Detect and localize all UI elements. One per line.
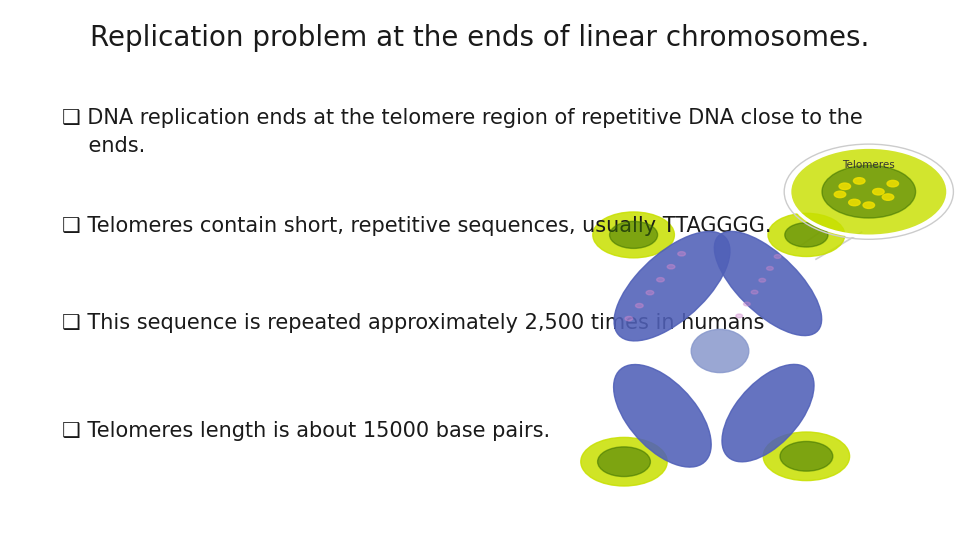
Ellipse shape bbox=[853, 178, 865, 184]
Text: ❑ Telomeres contain short, repetitive sequences, usually TTAGGGG.: ❑ Telomeres contain short, repetitive se… bbox=[62, 216, 772, 236]
Ellipse shape bbox=[722, 364, 814, 462]
Ellipse shape bbox=[752, 291, 758, 294]
Ellipse shape bbox=[882, 194, 894, 200]
Ellipse shape bbox=[887, 180, 899, 187]
Ellipse shape bbox=[610, 221, 658, 248]
Ellipse shape bbox=[774, 255, 781, 258]
Ellipse shape bbox=[763, 432, 850, 481]
Ellipse shape bbox=[714, 232, 822, 335]
Ellipse shape bbox=[581, 437, 667, 486]
Ellipse shape bbox=[873, 188, 884, 195]
Ellipse shape bbox=[691, 329, 749, 373]
Ellipse shape bbox=[839, 183, 851, 190]
Text: Replication problem at the ends of linear chromosomes.: Replication problem at the ends of linea… bbox=[90, 24, 870, 52]
Ellipse shape bbox=[758, 279, 766, 282]
Ellipse shape bbox=[768, 213, 845, 256]
Ellipse shape bbox=[834, 191, 846, 198]
Ellipse shape bbox=[789, 147, 948, 237]
Ellipse shape bbox=[849, 199, 860, 206]
Ellipse shape bbox=[636, 303, 643, 308]
Text: ❑ DNA replication ends at the telomere region of repetitive DNA close to the
   : ❑ DNA replication ends at the telomere r… bbox=[62, 108, 863, 156]
Ellipse shape bbox=[678, 252, 685, 256]
Ellipse shape bbox=[780, 442, 832, 471]
Ellipse shape bbox=[625, 316, 633, 321]
Ellipse shape bbox=[593, 212, 674, 258]
Ellipse shape bbox=[597, 447, 651, 476]
Ellipse shape bbox=[646, 291, 654, 295]
Ellipse shape bbox=[743, 302, 751, 306]
Text: ❑ Telomeres length is about 15000 base pairs.: ❑ Telomeres length is about 15000 base p… bbox=[62, 421, 550, 441]
Ellipse shape bbox=[657, 278, 664, 282]
Ellipse shape bbox=[863, 202, 875, 208]
Ellipse shape bbox=[767, 267, 774, 270]
Ellipse shape bbox=[822, 165, 916, 218]
Ellipse shape bbox=[613, 364, 711, 467]
Ellipse shape bbox=[667, 265, 675, 269]
Ellipse shape bbox=[736, 314, 743, 318]
Ellipse shape bbox=[784, 223, 828, 247]
Text: ❑ This sequence is repeated approximately 2,500 times in humans: ❑ This sequence is repeated approximatel… bbox=[62, 313, 765, 333]
Text: Telomeres: Telomeres bbox=[843, 160, 895, 171]
Ellipse shape bbox=[614, 232, 730, 341]
